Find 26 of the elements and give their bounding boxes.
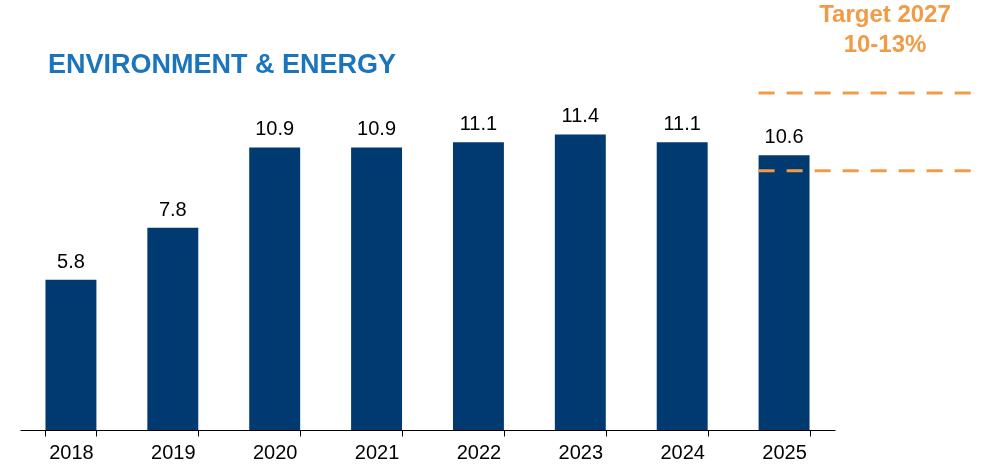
data-label: 11.4 — [561, 104, 600, 127]
x-tick-label: 2020 — [252, 440, 298, 463]
data-label: 11.1 — [663, 112, 701, 135]
bar — [147, 227, 199, 430]
data-label: 10.6 — [764, 125, 804, 148]
data-label: 5.8 — [57, 249, 85, 272]
data-label: 7.8 — [158, 197, 187, 220]
bar — [249, 147, 301, 430]
x-tick-label: 2018 — [49, 440, 94, 463]
chart-title: ENVIRONMENT & ENERGY — [48, 49, 397, 79]
bar — [656, 142, 708, 430]
x-tick-label: 2021 — [354, 440, 400, 463]
bar — [758, 155, 810, 430]
x-tick-label: 2025 — [762, 440, 807, 463]
text: Target 2027 10-13% — [819, 0, 951, 57]
bar — [45, 279, 97, 430]
data-label: 10.9 — [357, 117, 397, 140]
data-label: 10.9 — [255, 117, 295, 140]
x-tick-label: 2019 — [151, 440, 196, 463]
bar — [452, 142, 504, 430]
bar — [351, 147, 403, 430]
bar — [554, 134, 606, 430]
x-tick-label: 2023 — [558, 440, 604, 463]
x-tick-label: 2024 — [660, 440, 705, 463]
x-tick-label: 2022 — [456, 440, 502, 463]
data-label: 11.1 — [459, 112, 498, 135]
